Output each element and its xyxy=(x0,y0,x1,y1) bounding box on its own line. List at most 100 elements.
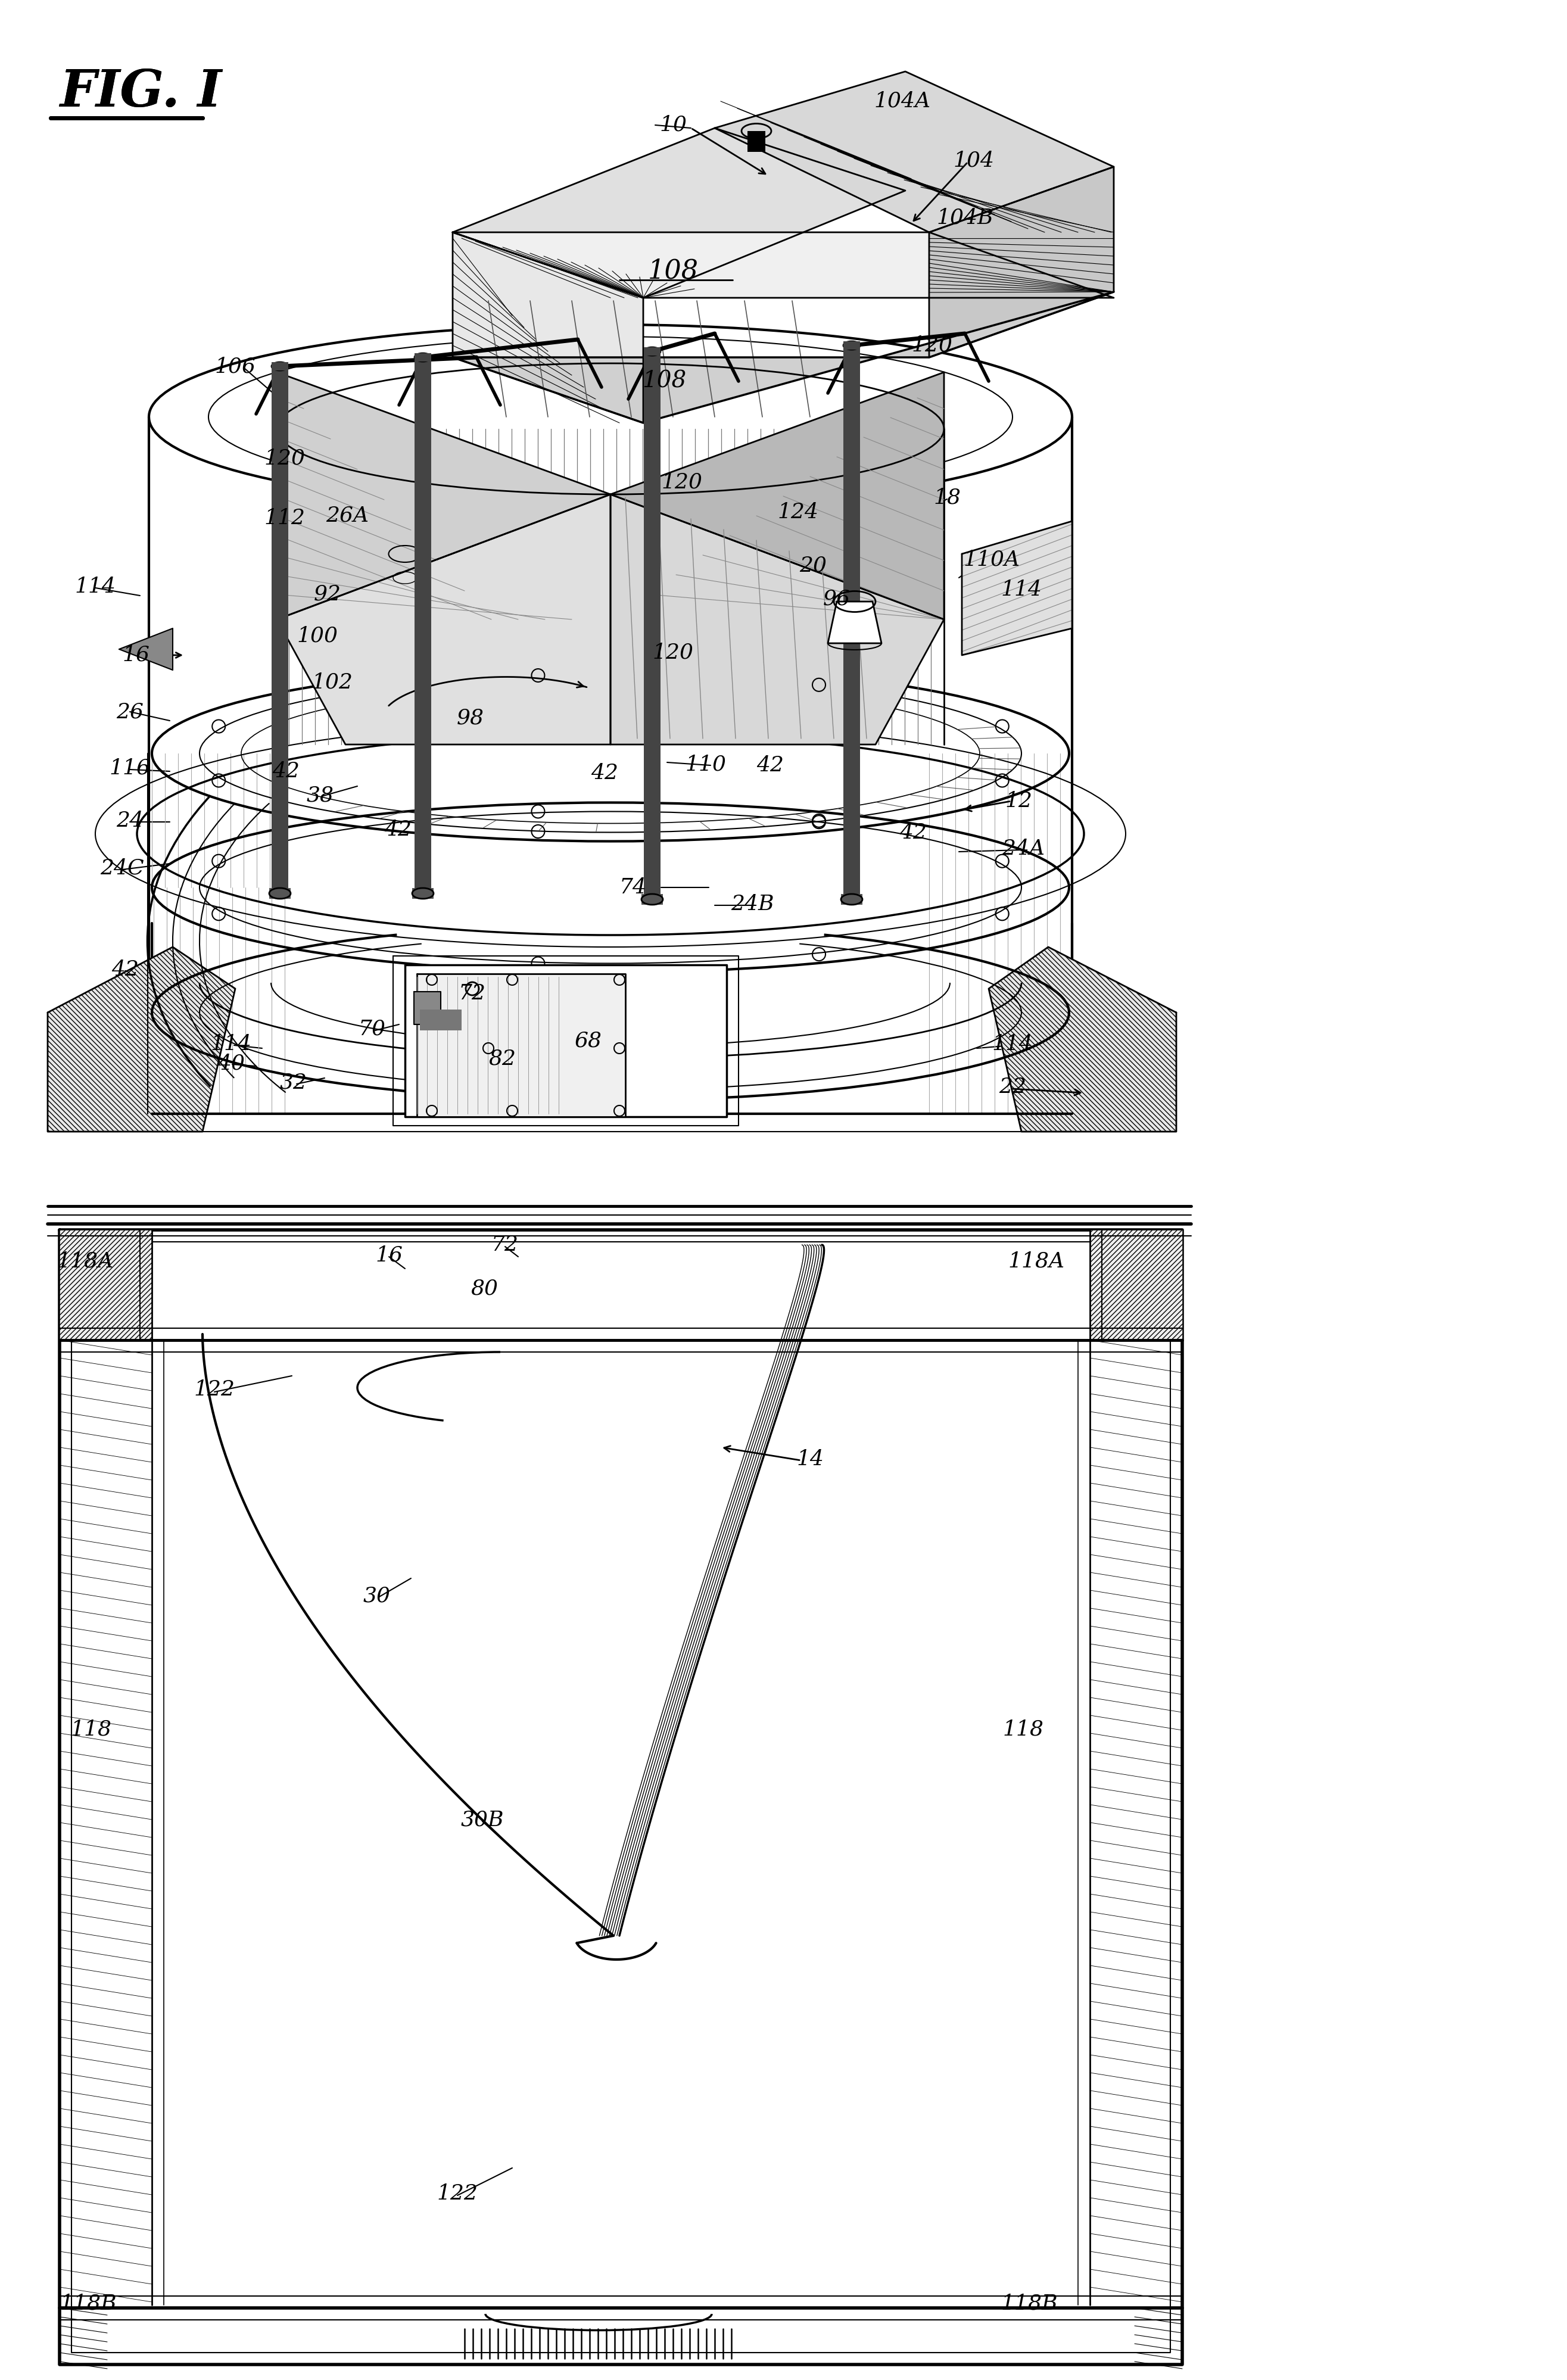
Text: 30: 30 xyxy=(364,1585,390,1607)
Text: 114: 114 xyxy=(992,1033,1033,1054)
Text: 112: 112 xyxy=(265,507,306,528)
Text: 108: 108 xyxy=(642,371,686,393)
Text: 72: 72 xyxy=(492,1235,519,1254)
Text: 26: 26 xyxy=(116,702,144,721)
Text: 98: 98 xyxy=(458,707,484,728)
Polygon shape xyxy=(1091,1230,1182,1340)
Text: 100: 100 xyxy=(296,626,338,647)
Text: 42: 42 xyxy=(899,823,926,843)
Text: 42: 42 xyxy=(591,764,619,783)
Text: 24B: 24B xyxy=(730,895,774,914)
Text: 110: 110 xyxy=(685,754,727,774)
Text: 26A: 26A xyxy=(326,505,368,526)
Polygon shape xyxy=(644,347,661,355)
Text: 24: 24 xyxy=(116,812,144,831)
Text: 114: 114 xyxy=(210,1033,252,1054)
Polygon shape xyxy=(644,352,661,900)
Polygon shape xyxy=(277,371,611,619)
Polygon shape xyxy=(60,1230,152,1340)
Polygon shape xyxy=(962,521,1072,655)
Polygon shape xyxy=(412,888,434,900)
Polygon shape xyxy=(47,947,235,1130)
Text: 42: 42 xyxy=(384,819,412,840)
Text: 102: 102 xyxy=(312,671,353,693)
Text: 104: 104 xyxy=(953,150,995,171)
Polygon shape xyxy=(1091,1230,1182,1340)
Polygon shape xyxy=(271,362,288,371)
Polygon shape xyxy=(453,293,1114,424)
Text: 120: 120 xyxy=(652,643,694,662)
Text: 42: 42 xyxy=(111,959,139,981)
Text: 118A: 118A xyxy=(56,1252,113,1271)
Text: FIG. I: FIG. I xyxy=(60,67,221,117)
Text: 12: 12 xyxy=(1004,790,1033,812)
Text: 42: 42 xyxy=(757,754,784,776)
Text: 40: 40 xyxy=(218,1052,244,1073)
Polygon shape xyxy=(611,371,943,619)
Text: 22: 22 xyxy=(998,1076,1026,1097)
Text: 118B: 118B xyxy=(60,2294,116,2313)
Text: 92: 92 xyxy=(313,583,342,605)
Polygon shape xyxy=(47,947,235,1130)
Polygon shape xyxy=(453,129,906,298)
Text: 118: 118 xyxy=(1003,1718,1044,1740)
Text: 118A: 118A xyxy=(1008,1252,1064,1271)
Text: FIG. I: FIG. I xyxy=(60,67,221,117)
Text: 18: 18 xyxy=(934,488,961,507)
Text: 38: 38 xyxy=(307,785,334,804)
Text: 120: 120 xyxy=(661,471,702,493)
Text: 104A: 104A xyxy=(874,90,931,112)
Polygon shape xyxy=(270,888,290,900)
Polygon shape xyxy=(641,895,663,904)
Text: 120: 120 xyxy=(912,336,953,355)
Text: 108: 108 xyxy=(647,257,699,283)
Text: 70: 70 xyxy=(359,1019,385,1040)
Text: 30B: 30B xyxy=(461,1809,505,1830)
Polygon shape xyxy=(277,495,611,745)
Polygon shape xyxy=(989,947,1177,1130)
Text: 96: 96 xyxy=(823,588,851,609)
Text: 24C: 24C xyxy=(100,859,144,878)
Polygon shape xyxy=(415,357,431,892)
Text: 82: 82 xyxy=(489,1050,516,1069)
Polygon shape xyxy=(415,352,431,362)
Text: 74: 74 xyxy=(619,878,647,897)
Polygon shape xyxy=(827,602,882,643)
Text: 72: 72 xyxy=(459,983,486,1004)
Text: 104B: 104B xyxy=(937,207,993,228)
Text: 122: 122 xyxy=(194,1380,235,1399)
Text: 124: 124 xyxy=(777,502,818,521)
Text: 114: 114 xyxy=(1001,578,1042,600)
Polygon shape xyxy=(929,167,1114,357)
Text: 106: 106 xyxy=(215,357,255,376)
Text: 32: 32 xyxy=(280,1073,307,1092)
Polygon shape xyxy=(404,964,727,1116)
Text: 16: 16 xyxy=(375,1245,403,1266)
Polygon shape xyxy=(843,340,860,350)
Text: 24A: 24A xyxy=(1001,838,1045,859)
Polygon shape xyxy=(271,367,288,892)
Text: 16: 16 xyxy=(122,645,149,666)
Polygon shape xyxy=(843,345,860,900)
Text: 68: 68 xyxy=(575,1031,602,1052)
Text: 118: 118 xyxy=(71,1718,111,1740)
Polygon shape xyxy=(453,233,642,424)
Text: 114: 114 xyxy=(75,576,116,597)
Polygon shape xyxy=(414,992,440,1023)
Polygon shape xyxy=(611,495,943,745)
Polygon shape xyxy=(119,628,172,671)
Polygon shape xyxy=(747,131,765,152)
Polygon shape xyxy=(420,1009,462,1031)
Text: 42: 42 xyxy=(273,762,299,781)
Text: 110A: 110A xyxy=(964,550,1020,569)
Text: 116: 116 xyxy=(110,759,150,778)
Text: 120: 120 xyxy=(265,447,306,469)
Text: 80: 80 xyxy=(470,1278,498,1299)
Polygon shape xyxy=(453,233,1114,298)
Polygon shape xyxy=(417,973,625,1116)
Text: 10: 10 xyxy=(660,114,686,136)
Text: 20: 20 xyxy=(799,555,827,576)
Polygon shape xyxy=(841,895,862,904)
Text: 122: 122 xyxy=(437,2182,478,2204)
Text: 118B: 118B xyxy=(1001,2294,1058,2313)
